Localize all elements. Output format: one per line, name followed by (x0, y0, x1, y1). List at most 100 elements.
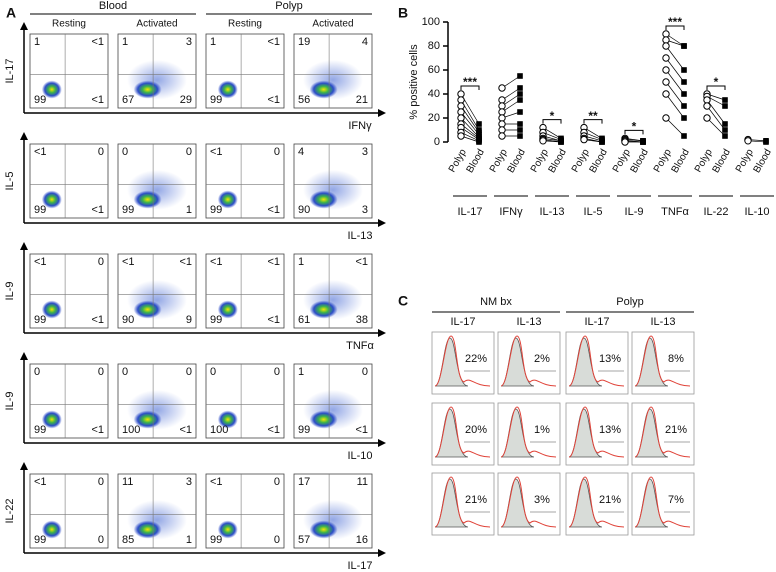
gate-percent: 21% (465, 494, 487, 506)
blood-point (517, 73, 523, 79)
stain-histogram (634, 335, 691, 387)
quadrant-percent: <1 (122, 256, 135, 268)
event-density (41, 300, 62, 319)
significance-bracket (460, 85, 480, 90)
quadrant-percent: <1 (179, 424, 192, 436)
event-density (309, 80, 338, 99)
gate-percent: 2% (534, 353, 550, 365)
blood-point (517, 109, 523, 115)
x-tick-label: IL-22 (703, 206, 728, 218)
quadrant-percent: 4 (362, 36, 368, 48)
y-axis-label: IL-9 (4, 282, 16, 301)
group-label: Blood (752, 147, 774, 175)
x-tick-label: TNFα (661, 206, 689, 218)
quadrant-percent: 1 (122, 36, 128, 48)
polyp-point (662, 90, 670, 98)
blood-point (681, 43, 687, 49)
blood-point (722, 97, 728, 103)
polyp-point (662, 66, 670, 74)
column-header: Activated (312, 19, 353, 30)
polyp-point (457, 114, 465, 122)
significance-stars: *** (463, 75, 477, 89)
quadrant-percent: <1 (267, 424, 280, 436)
pair-line (706, 117, 726, 137)
quadrant-percent: 100 (122, 424, 140, 436)
group-label: Blood (588, 147, 610, 175)
significance-stars: * (714, 75, 719, 89)
panel-letter: B (398, 5, 408, 21)
quadrant-percent: <1 (210, 256, 223, 268)
x-axis-label: IFNγ (348, 120, 372, 132)
blood-point (681, 67, 687, 73)
polyp-point (457, 96, 465, 104)
stain-histogram (434, 476, 491, 528)
blood-point (681, 79, 687, 85)
gate-percent: 22% (465, 353, 487, 365)
quadrant-percent: 0 (186, 366, 192, 378)
event-density (133, 520, 162, 539)
blood-point (722, 133, 728, 139)
event-density (309, 410, 338, 429)
quadrant-percent: <1 (91, 36, 104, 48)
event-density (133, 190, 162, 209)
event-density (217, 520, 238, 539)
significance-stars: ** (588, 109, 598, 123)
quadrant-percent: 57 (298, 534, 310, 546)
blood-point (681, 103, 687, 109)
quadrant-percent: 99 (210, 314, 222, 326)
group-label: Blood (506, 147, 528, 175)
quadrant-percent: <1 (91, 94, 104, 106)
x-tick-label: IL-17 (457, 206, 482, 218)
x-axis-label: IL-13 (347, 230, 372, 242)
gate-percent: 13% (599, 424, 621, 436)
quadrant-percent: <1 (34, 146, 47, 158)
blood-point (517, 91, 523, 97)
pair-line (665, 69, 685, 95)
quadrant-percent: 99 (210, 204, 222, 216)
quadrant-percent: 1 (298, 256, 304, 268)
blood-point (517, 85, 523, 91)
quadrant-percent: 85 (122, 534, 134, 546)
event-density (217, 410, 238, 429)
polyp-point (498, 126, 506, 134)
x-axis-label: TNFα (346, 340, 374, 352)
blood-point (517, 133, 523, 139)
polyp-point (498, 114, 506, 122)
significance-stars: * (550, 109, 555, 123)
quadrant-percent: 1 (186, 204, 192, 216)
pair-line (706, 105, 726, 131)
x-tick-label: IL-9 (625, 206, 644, 218)
column-header: IL-13 (516, 316, 541, 328)
polyp-point (498, 120, 506, 128)
arrowhead (20, 352, 28, 360)
quadrant-percent: 99 (298, 424, 310, 436)
blood-point (476, 121, 482, 127)
polyp-point (662, 42, 670, 50)
blood-point (722, 103, 728, 109)
quadrant-percent: <1 (179, 256, 192, 268)
polyp-point (457, 102, 465, 110)
group-header: Polyp (616, 296, 644, 308)
flow-plot-frame (205, 473, 285, 549)
blood-point (681, 133, 687, 139)
flow-plot-frame (205, 33, 285, 109)
blood-point (517, 97, 523, 103)
gate-percent: 1% (534, 424, 550, 436)
y-tick-label: 100 (422, 16, 440, 28)
quadrant-percent: 19 (298, 36, 310, 48)
arrowhead (20, 132, 28, 140)
quadrant-percent: 3 (186, 36, 192, 48)
blood-point (681, 115, 687, 121)
quadrant-percent: <1 (267, 94, 280, 106)
quadrant-percent: 100 (210, 424, 228, 436)
quadrant-percent: 29 (180, 94, 192, 106)
quadrant-percent: 99 (34, 314, 46, 326)
polyp-point (498, 132, 506, 140)
event-density (133, 410, 162, 429)
quadrant-percent: 99 (34, 204, 46, 216)
quadrant-percent: 4 (298, 146, 304, 158)
quadrant-percent: <1 (355, 256, 368, 268)
quadrant-percent: 17 (298, 476, 310, 488)
stain-histogram (568, 476, 625, 528)
quadrant-percent: <1 (210, 476, 223, 488)
